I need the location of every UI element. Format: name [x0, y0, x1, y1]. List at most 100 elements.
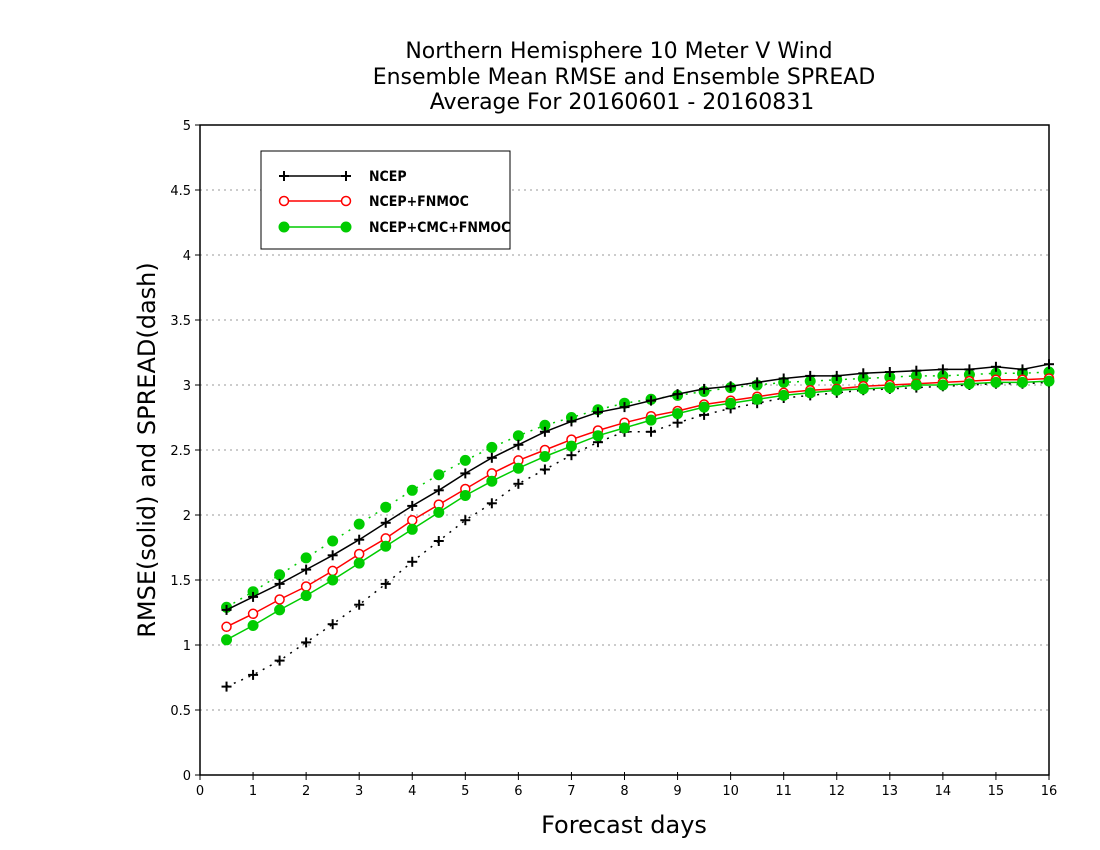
ncep-point — [221, 681, 232, 692]
ncep-point — [592, 407, 603, 418]
ncep-point — [539, 464, 550, 475]
ncep-point — [937, 364, 948, 375]
legend-label-ncep: NCEP — [369, 169, 407, 185]
ncep-point — [513, 439, 524, 450]
chart-title-line-2: Ensemble Mean RMSE and Ensemble SPREAD — [373, 65, 876, 90]
ncep-point — [831, 370, 842, 381]
ncep-cmc-fnmoc-point — [486, 441, 498, 453]
ncep-cmc-fnmoc-point — [1043, 375, 1055, 387]
ncep-cmc-fnmoc-point — [300, 552, 312, 564]
ncep-point — [725, 381, 736, 392]
ncep-point — [486, 452, 497, 463]
ncep-point — [327, 550, 338, 561]
ncep-cmc-fnmoc-point — [300, 590, 312, 602]
ncep-point — [301, 564, 312, 575]
ncep-cmc-fnmoc-point — [698, 401, 710, 413]
legend-marker-ncep — [341, 171, 351, 181]
x-tick-label: 14 — [935, 784, 952, 799]
legend-marker-ncep-cmc-fnmoc — [340, 221, 352, 233]
x-tick-label: 7 — [567, 784, 575, 799]
x-tick-label: 5 — [461, 784, 469, 799]
ncep-cmc-fnmoc-point — [274, 604, 286, 616]
ncep-cmc-fnmoc-point — [1016, 376, 1028, 388]
ncep-cmc-fnmoc-point — [565, 440, 577, 452]
x-tick-label: 9 — [673, 784, 681, 799]
x-tick-label: 0 — [196, 784, 204, 799]
y-tick-label: 2.5 — [170, 444, 191, 459]
legend-label-ncep-fnmoc: NCEP+FNMOC — [369, 194, 469, 210]
ncep-point — [248, 669, 259, 680]
ncep-cmc-fnmoc-point — [672, 408, 684, 420]
ncep-point — [460, 515, 471, 526]
ncep-point — [964, 364, 975, 375]
ncep-point — [460, 468, 471, 479]
legend-marker-ncep-fnmoc — [278, 195, 290, 207]
ncep-cmc-fnmoc-point — [539, 451, 551, 462]
legend-marker-ncep-fnmoc — [340, 195, 352, 207]
ncep-cmc-fnmoc-point — [910, 379, 922, 391]
ncep-point — [805, 370, 816, 381]
ncep-fnmoc-point — [327, 565, 338, 577]
ncep-cmc-fnmoc-point — [221, 634, 233, 646]
ncep-point — [221, 604, 232, 615]
chart-title-line-1: Northern Hemisphere 10 Meter V Wind — [405, 39, 832, 64]
x-tick-label: 6 — [514, 784, 522, 799]
x-tick-label: 2 — [302, 784, 310, 799]
x-axis-label: Forecast days — [541, 811, 707, 839]
ncep-cmc-fnmoc-point — [937, 379, 949, 391]
y-tick-label: 4 — [183, 249, 191, 264]
ncep-cmc-fnmoc-point — [831, 384, 843, 396]
ncep-cmc-fnmoc-point — [380, 501, 392, 513]
ncep-fnmoc-point — [353, 548, 365, 560]
ncep-cmc-fnmoc-point — [353, 518, 365, 530]
ncep-cmc-fnmoc-point — [725, 397, 737, 409]
y-tick-label: 1 — [183, 639, 191, 654]
y-tick-label: 0.5 — [170, 704, 191, 719]
ncep-cmc-fnmoc-point — [459, 490, 471, 501]
ncep-fnmoc-rmse — [221, 373, 1055, 633]
ncep-cmc-fnmoc-point — [406, 484, 418, 496]
ncep-fnmoc-point — [300, 581, 312, 592]
ncep-rmse-line — [226, 363, 1050, 611]
legend-marker-ncep — [279, 171, 289, 181]
ncep-point — [911, 365, 922, 376]
ncep-cmc-fnmoc-point — [327, 574, 339, 586]
ncep-point — [858, 368, 869, 379]
ncep-cmc-fnmoc-point — [406, 523, 418, 535]
ncep-cmc-fnmoc-point — [990, 376, 1002, 388]
x-tick-label: 11 — [775, 784, 792, 799]
ncep-point — [433, 536, 444, 546]
ncep-cmc-fnmoc-point — [645, 414, 657, 426]
ncep-point — [539, 426, 550, 437]
ncep-cmc-fnmoc-point — [353, 557, 365, 569]
ncep-point — [274, 655, 285, 666]
x-tick-label: 1 — [249, 784, 257, 799]
y-tick-label: 2 — [183, 509, 191, 524]
x-tick-label: 3 — [355, 784, 363, 799]
ncep-point — [380, 517, 391, 528]
ncep-fnmoc-rmse-line — [226, 377, 1050, 628]
ncep-point — [672, 389, 683, 400]
ncep-cmc-fnmoc-point — [512, 430, 524, 442]
ncep-cmc-fnmoc-point — [380, 540, 392, 552]
ncep-cmc-fnmoc-point — [751, 393, 763, 405]
y-axis-label: RMSE(solid) and SPREAD(dash) — [133, 262, 161, 638]
ncep-point — [566, 416, 577, 427]
ncep-cmc-fnmoc-point — [963, 378, 975, 390]
legend-label-ncep-cmc-fnmoc: NCEP+CMC+FNMOC — [369, 220, 510, 236]
x-tick-label: 13 — [882, 784, 899, 799]
ncep-fnmoc-point — [221, 621, 232, 633]
ncep-cmc-fnmoc-point — [804, 387, 816, 399]
series-group — [221, 359, 1055, 692]
ncep-cmc-fnmoc-point — [274, 569, 286, 581]
ncep-cmc-fnmoc-point — [884, 382, 896, 394]
ncep-cmc-fnmoc-point — [619, 422, 630, 434]
ncep-point — [646, 395, 657, 406]
ncep-point — [990, 361, 1001, 372]
x-tick-label: 16 — [1041, 784, 1058, 799]
ncep-point — [778, 373, 789, 384]
ncep-point — [301, 637, 312, 648]
ncep-fnmoc-point — [407, 514, 418, 526]
ncep-fnmoc-point — [274, 594, 285, 605]
x-tick-label: 12 — [828, 784, 845, 799]
